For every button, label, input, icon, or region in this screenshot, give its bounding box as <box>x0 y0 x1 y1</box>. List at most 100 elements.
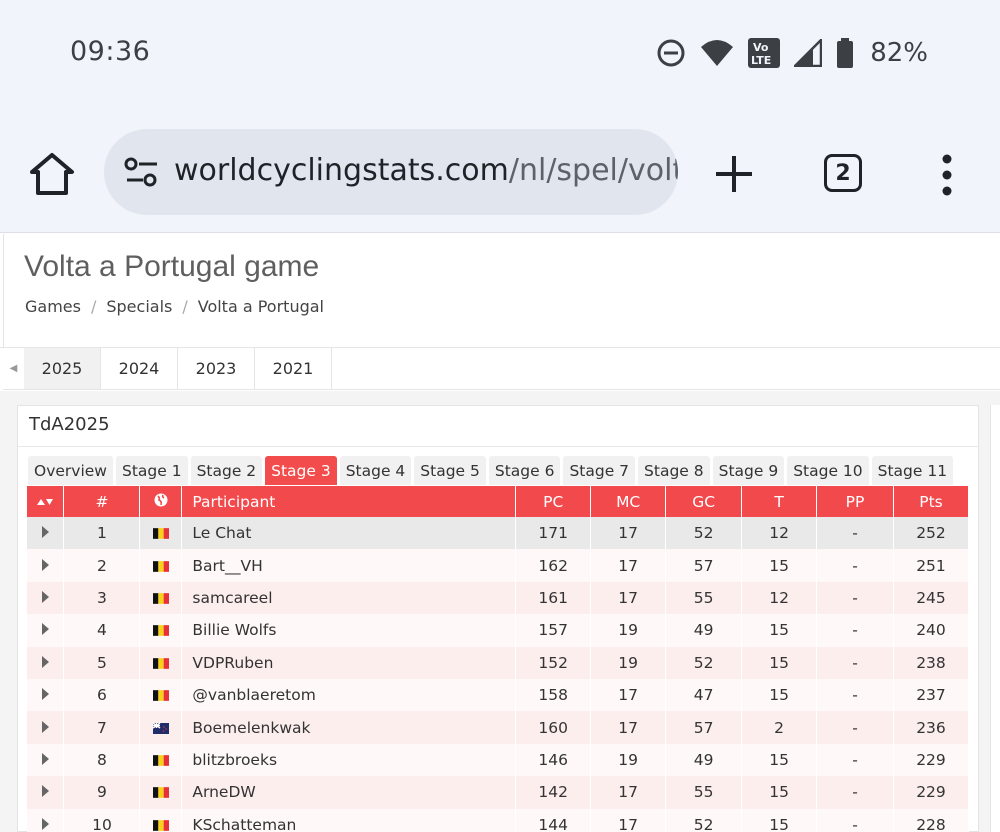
tab-stage-5[interactable]: Stage 5 <box>414 456 486 485</box>
cell-gc: 49 <box>665 614 743 647</box>
cell-participant[interactable]: Billie Wolfs <box>181 614 517 647</box>
tab-stage-8[interactable]: Stage 8 <box>638 456 710 485</box>
flag-belgium-icon <box>139 808 183 832</box>
flag-belgium-icon <box>139 581 183 615</box>
tab-stage-3[interactable]: Stage 3 <box>265 456 337 485</box>
tab-stage-7[interactable]: Stage 7 <box>563 456 636 485</box>
table-row[interactable]: 7 Boemelenkwak 160 17 57 2-236 <box>27 711 970 744</box>
table-row[interactable]: 3 samcareel 161 17 55 12-245 <box>27 581 970 615</box>
url-text[interactable]: worldcyclingstats.com/nl/spel/volta- <box>174 153 678 188</box>
table-row[interactable]: 2 Bart__VH 162 17 57 15-251 <box>27 549 970 582</box>
expand-row-icon[interactable] <box>27 776 65 809</box>
cell-pc: 146 <box>515 743 592 777</box>
tab-stage-11[interactable]: Stage 11 <box>871 456 954 485</box>
tab-stage-4[interactable]: Stage 4 <box>339 456 412 485</box>
cell-participant[interactable]: Le Chat <box>181 517 517 550</box>
cell-rank: 6 <box>63 678 141 712</box>
tab-year-2024[interactable]: 2024 <box>101 348 178 389</box>
cell-gc: 52 <box>665 646 743 679</box>
scroll-left-icon[interactable]: ◀ <box>9 363 18 374</box>
table-row[interactable]: 10 KSchatteman 144 17 52 15-228 <box>27 808 970 832</box>
table-row[interactable]: 5 VDPRuben 152 19 52 15-238 <box>27 646 970 679</box>
breadcrumb-specials[interactable]: Specials <box>106 297 173 316</box>
cell-gc: 52 <box>665 808 743 832</box>
page-title: Volta a Portugal game <box>24 250 320 283</box>
divider <box>0 347 1000 348</box>
table-row[interactable]: 9 ArneDW 142 17 55 15-229 <box>27 776 970 809</box>
tab-year-2023[interactable]: 2023 <box>178 348 255 389</box>
expand-row-icon[interactable] <box>27 646 65 679</box>
column-gc[interactable]: GC <box>665 486 743 517</box>
cell-rank: 4 <box>63 614 141 647</box>
cell-participant[interactable]: Bart__VH <box>181 549 517 582</box>
tab-stage-10[interactable]: Stage 10 <box>787 456 869 485</box>
tab-stage-2[interactable]: Stage 2 <box>190 456 263 485</box>
cell-rank: 7 <box>63 711 141 744</box>
column-rank[interactable]: # <box>63 486 141 517</box>
cell-participant[interactable]: blitzbroeks <box>181 743 517 777</box>
cell-pc: 157 <box>515 614 592 647</box>
cell-rank: 5 <box>63 646 141 679</box>
new-tab-icon[interactable] <box>712 152 756 196</box>
site-settings-icon[interactable] <box>124 155 160 189</box>
cell-mc: 17 <box>590 581 667 615</box>
column-participant[interactable]: Participant <box>181 486 517 517</box>
cell-t: 15 <box>741 678 818 712</box>
breadcrumb-volta[interactable]: Volta a Portugal <box>197 297 324 316</box>
cell-gc: 55 <box>665 581 743 615</box>
overflow-menu-icon[interactable] <box>940 153 954 197</box>
tab-stage-1[interactable]: Stage 1 <box>115 456 188 485</box>
table-row[interactable]: 4 Billie Wolfs 157 19 49 15-240 <box>27 614 970 647</box>
expand-row-icon[interactable] <box>27 517 65 550</box>
expand-row-icon[interactable] <box>27 808 65 832</box>
table-row[interactable]: 1 Le Chat 171 17 52 12-252 <box>27 517 970 550</box>
expand-row-icon[interactable] <box>27 743 65 777</box>
divider <box>18 446 978 447</box>
sort-icon <box>36 497 54 507</box>
cell-mc: 17 <box>590 678 667 712</box>
cell-pp: - <box>816 517 894 550</box>
tab-year-2021[interactable]: 2021 <box>255 348 332 389</box>
expand-row-icon[interactable] <box>27 581 65 615</box>
cell-mc: 19 <box>590 646 667 679</box>
cell-participant[interactable]: @vanblaeretom <box>181 678 517 712</box>
home-icon[interactable] <box>28 151 76 197</box>
column-pc[interactable]: PC <box>515 486 592 517</box>
ranking-table: # Participant PC MC GC T PP Pts 1 Le Chat… <box>27 486 970 832</box>
expand-row-icon[interactable] <box>27 549 65 582</box>
cell-participant[interactable]: samcareel <box>181 581 517 615</box>
flag-new-zealand-icon <box>139 711 183 744</box>
table-row[interactable]: 8 blitzbroeks 146 19 49 15-229 <box>27 743 970 777</box>
expand-row-icon[interactable] <box>27 614 65 647</box>
tab-stage-9[interactable]: Stage 9 <box>712 456 785 485</box>
web-page: Volta a Portugal game Games / Specials /… <box>0 234 1000 832</box>
address-bar[interactable]: worldcyclingstats.com/nl/spel/volta- <box>104 129 678 215</box>
tab-overview[interactable]: Overview <box>28 456 113 485</box>
column-mc[interactable]: MC <box>590 486 667 517</box>
cell-mc: 17 <box>590 517 667 550</box>
breadcrumb-games[interactable]: Games <box>25 297 81 316</box>
column-pts[interactable]: Pts <box>893 486 970 517</box>
column-pp[interactable]: PP <box>816 486 894 517</box>
sort-toggle[interactable] <box>27 486 65 517</box>
cell-t: 12 <box>741 581 818 615</box>
cell-participant[interactable]: ArneDW <box>181 776 517 809</box>
column-t[interactable]: T <box>741 486 818 517</box>
expand-row-icon[interactable] <box>27 678 65 712</box>
tab-year-2025[interactable]: 2025 <box>24 348 101 389</box>
cell-mc: 19 <box>590 743 667 777</box>
cell-t: 12 <box>741 517 818 550</box>
cell-participant[interactable]: VDPRuben <box>181 646 517 679</box>
cell-gc: 47 <box>665 678 743 712</box>
cell-participant[interactable]: KSchatteman <box>181 808 517 832</box>
next-card-edge <box>990 405 1000 832</box>
cell-signal-icon <box>794 39 823 67</box>
cell-participant[interactable]: Boemelenkwak <box>181 711 517 744</box>
cell-rank: 8 <box>63 743 141 777</box>
tab-stage-6[interactable]: Stage 6 <box>488 456 561 485</box>
breadcrumb-separator: / <box>182 297 188 316</box>
cell-pp: - <box>816 711 894 744</box>
expand-row-icon[interactable] <box>27 711 65 744</box>
tab-switcher-button[interactable]: 2 <box>824 154 862 192</box>
table-row[interactable]: 6 @vanblaeretom 158 17 47 15-237 <box>27 678 970 712</box>
